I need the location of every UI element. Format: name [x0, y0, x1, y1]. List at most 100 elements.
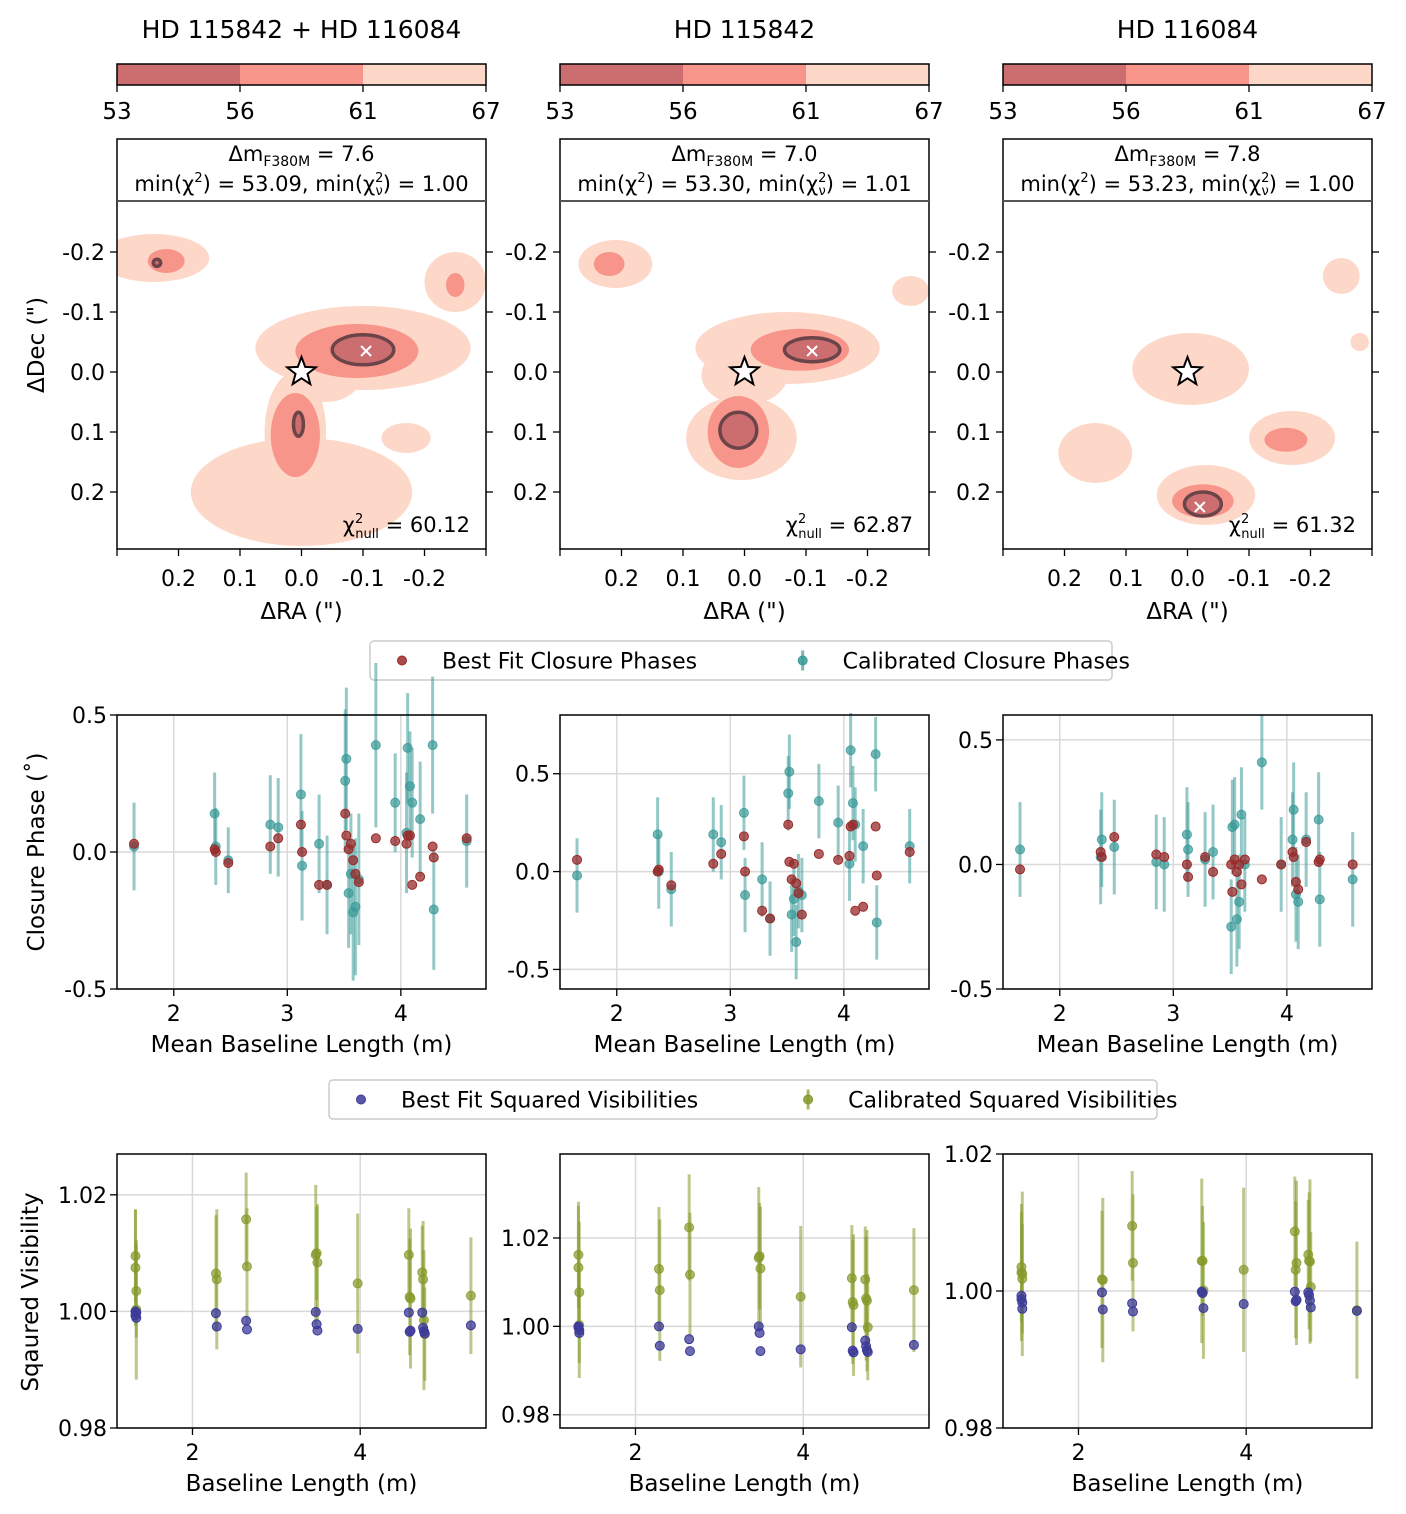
x-tick-label: 4 — [796, 1441, 810, 1466]
y-tick-label: 1.02 — [501, 1227, 550, 1252]
x-tick-label: -0.2 — [403, 567, 446, 592]
data-point — [241, 1261, 252, 1272]
data-point — [684, 1222, 695, 1233]
legend-marker — [797, 655, 808, 666]
y-tick-label: 0.98 — [58, 1417, 107, 1442]
colorbar-tick-label: 56 — [225, 99, 254, 125]
delta-mag-label: ΔmF380M = 7.6 — [228, 142, 374, 170]
colorbar-segment — [806, 64, 929, 85]
x-axis-label: Baseline Length (m) — [629, 1471, 861, 1497]
x-tick-label: 4 — [1280, 1002, 1294, 1027]
model-point — [847, 819, 858, 830]
y-tick-label: 0.0 — [958, 853, 993, 878]
model-point — [850, 905, 861, 916]
y-tick-label: -0.5 — [950, 978, 993, 1003]
model-point — [1096, 851, 1107, 862]
data-point — [211, 1274, 222, 1285]
x-axis-label: ΔRA (") — [703, 599, 785, 625]
data-point — [1288, 804, 1299, 815]
model-point — [401, 838, 412, 849]
data-point — [740, 890, 751, 901]
data-point — [1304, 1256, 1315, 1267]
legend-marker — [803, 1094, 814, 1105]
scatter-panel: 2 3 4 -0.5 0.0 0.5 Mean Baseline Length (m) — [950, 714, 1373, 1058]
data-point — [209, 808, 220, 819]
data-point — [1291, 1257, 1302, 1268]
legend: Best Fit Squared Visibilities Calibrated … — [328, 1079, 1178, 1120]
x-tick-label: -0.1 — [342, 567, 385, 592]
model-point — [297, 847, 308, 857]
data-point — [1313, 814, 1324, 825]
x-axis-label: ΔRA (") — [1146, 599, 1228, 625]
x-tick-label: -0.1 — [785, 567, 828, 592]
data-point — [1236, 809, 1247, 820]
scatter-panel: 2 4 0.98 1.00 1.02 Baseline Length (m) — [58, 1153, 487, 1497]
data-point — [311, 1248, 322, 1259]
y-tick-label: -0.5 — [64, 978, 107, 1003]
model-point — [241, 1324, 252, 1335]
data-point — [404, 781, 415, 792]
companion-marker — [360, 345, 372, 357]
model-point — [653, 864, 664, 875]
data-point — [860, 1274, 871, 1285]
contour-regions — [578, 240, 929, 480]
data-point — [871, 917, 882, 928]
model-point — [754, 1327, 765, 1338]
model-point — [1200, 851, 1211, 862]
data-point — [908, 1285, 919, 1296]
model-point — [352, 1323, 363, 1334]
colorbar-tick-label: 53 — [545, 99, 574, 125]
host-star-marker — [284, 354, 319, 387]
chi2-min-label: min(χ2) = 53.23, min(χ2 ν) = 1.00 — [1020, 171, 1354, 199]
model-point — [1127, 1298, 1138, 1309]
y-tick-label: 0.1 — [70, 421, 105, 446]
x-axis-label: Mean Baseline Length (m) — [151, 1032, 453, 1058]
x-tick-label: -0.2 — [1289, 567, 1332, 592]
y-tick-label: 0.2 — [513, 481, 548, 506]
y-tick-label: 0.1 — [513, 421, 548, 446]
y-tick-label: -0.1 — [62, 301, 105, 326]
y-axis-label: Closure Phase (˚) — [23, 753, 50, 952]
model-point — [1017, 1303, 1028, 1314]
model-point — [755, 1346, 766, 1357]
x-tick-label: 0.1 — [223, 567, 258, 592]
x-tick-label: 3 — [280, 1002, 294, 1027]
model-point — [403, 1307, 414, 1318]
y-tick-label: 0.0 — [515, 861, 550, 886]
y-axis-label: ΔDec (") — [24, 297, 50, 393]
data-point — [407, 797, 418, 808]
model-point — [740, 866, 751, 877]
model-point — [131, 1312, 142, 1323]
x-tick-label: 2 — [185, 1441, 199, 1466]
model-point — [738, 831, 749, 842]
x-tick-label: 2 — [628, 1441, 642, 1466]
data-point — [402, 742, 413, 753]
model-point — [1351, 1305, 1362, 1316]
model-point — [788, 858, 799, 869]
data-point — [845, 745, 856, 756]
model-point — [419, 1328, 430, 1339]
model-point — [653, 1321, 664, 1332]
legend-frame — [369, 640, 1113, 681]
model-point — [833, 854, 844, 865]
model-point — [341, 830, 352, 841]
x-tick-label: 0.1 — [1109, 567, 1144, 592]
data-point — [1256, 757, 1267, 768]
y-tick-label: 1.02 — [944, 1143, 993, 1168]
model-point — [1314, 854, 1325, 865]
colorbar-tick-label: 53 — [102, 99, 131, 125]
y-tick-label: 0.1 — [956, 421, 991, 446]
data-point — [1197, 1255, 1208, 1266]
data-point — [427, 740, 438, 751]
chi2-min-label: min(χ2) = 53.09, min(χ2 ν) = 1.00 — [134, 171, 468, 199]
model-point — [1097, 1304, 1108, 1315]
data-point — [833, 817, 844, 828]
model-point — [783, 819, 794, 830]
data-point — [861, 1295, 872, 1306]
legend-label: Calibrated Squared Visibilities — [848, 1089, 1177, 1114]
data-point — [1231, 914, 1242, 925]
model-point — [427, 841, 438, 852]
data-point — [390, 797, 401, 808]
